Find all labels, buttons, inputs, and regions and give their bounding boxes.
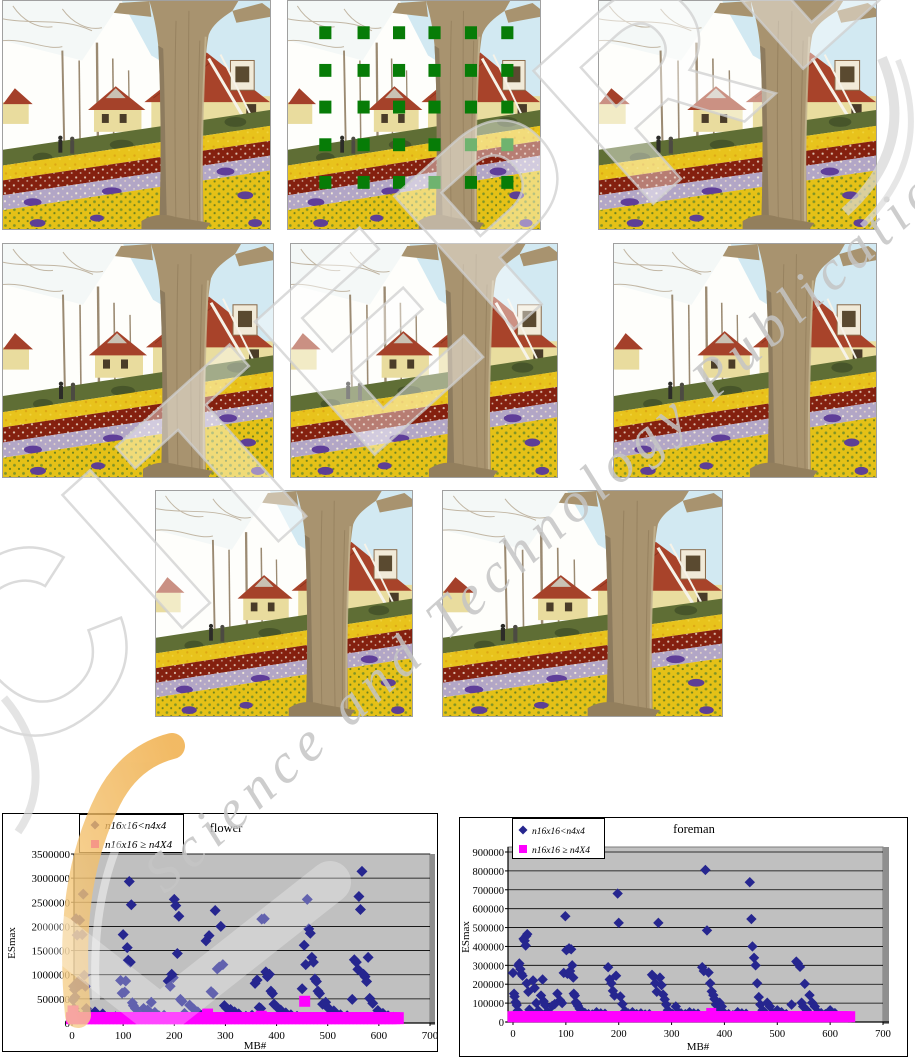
svg-text:400: 400 [717, 1029, 733, 1040]
svg-text:0: 0 [510, 1029, 515, 1040]
svg-text:700: 700 [875, 1029, 891, 1040]
x-axis-title: MB# [687, 1041, 710, 1053]
svg-text:500: 500 [769, 1029, 785, 1040]
svg-text:700000: 700000 [473, 886, 505, 897]
legend: n16x16<n4x4 n16x16 ≥ n4X4 [79, 814, 184, 853]
chart-flower: 0 500000 1000000 1500000 2000000 2500000 30000… [2, 813, 438, 1052]
video-frame-5 [290, 243, 558, 478]
svg-text:0: 0 [499, 1018, 504, 1029]
svg-text:200: 200 [611, 1029, 627, 1040]
video-frame-2-with-grid [287, 0, 541, 230]
svg-text:500000: 500000 [473, 924, 505, 935]
svg-text:800000: 800000 [473, 867, 505, 878]
grid-square [501, 63, 514, 77]
grid-square [357, 63, 370, 77]
chart-foreman-canvas: 0 100000 200000 300000 400000 500000 600000 700… [459, 817, 908, 1057]
grid-square [428, 100, 441, 114]
svg-text:2000000: 2000000 [32, 921, 71, 933]
grid-square [501, 175, 514, 189]
grid-square [357, 26, 370, 40]
svg-text:700: 700 [422, 1030, 438, 1042]
legend: n16x16<n4x4 n16x16 ≥ n4X4 [512, 818, 605, 859]
video-frame-4 [2, 243, 274, 478]
svg-text:2500000: 2500000 [32, 897, 71, 909]
grid-square [428, 63, 441, 77]
svg-text:100000: 100000 [473, 999, 505, 1010]
svg-text:3500000: 3500000 [32, 849, 71, 861]
green-sample-grid [319, 26, 514, 189]
grid-square [501, 100, 514, 114]
svg-text:600: 600 [371, 1030, 388, 1042]
grid-square [393, 138, 406, 152]
video-frame-8 [442, 490, 723, 717]
video-frame-6 [613, 243, 877, 478]
svg-text:200: 200 [166, 1030, 183, 1042]
svg-text:900000: 900000 [473, 848, 505, 859]
chart-title: flower [210, 821, 243, 835]
chart-title: foreman [673, 822, 715, 836]
x-axis-title: MB# [244, 1040, 267, 1052]
chart-flower-canvas: 0 500000 1000000 1500000 2000000 2500000 30000… [2, 813, 438, 1052]
grid-square [428, 175, 441, 189]
svg-text:3000000: 3000000 [32, 873, 71, 885]
grid-square [393, 63, 406, 77]
grid-square [428, 138, 441, 152]
grid-square [357, 100, 370, 114]
svg-text:0: 0 [69, 1030, 75, 1042]
svg-text:300: 300 [217, 1030, 234, 1042]
video-frame-7 [155, 490, 413, 717]
svg-text:400: 400 [268, 1030, 285, 1042]
y-axis-title: ESmax [460, 921, 472, 953]
grid-square [393, 175, 406, 189]
y-axis-title: ESmax [6, 927, 18, 959]
grid-square [464, 100, 477, 114]
plot-shadow [430, 854, 435, 1025]
grid-square [319, 175, 332, 189]
y-tick-labels: 0 100000 200000 300000 400000 500000 600000 700… [473, 848, 508, 1029]
video-frame-1 [2, 0, 271, 230]
svg-text:100: 100 [558, 1029, 574, 1040]
svg-text:300000: 300000 [473, 961, 505, 972]
grid-square [428, 26, 441, 40]
svg-text:1000000: 1000000 [32, 970, 71, 982]
grid-square [319, 100, 332, 114]
svg-text:600000: 600000 [473, 905, 505, 916]
svg-text:500: 500 [319, 1030, 336, 1042]
grid-square [393, 26, 406, 40]
svg-text:200000: 200000 [473, 980, 505, 991]
legend-label: n16x16<n4x4 [105, 820, 167, 832]
svg-text:100: 100 [115, 1030, 132, 1042]
svg-text:300: 300 [664, 1029, 680, 1040]
svg-text:500000: 500000 [37, 994, 71, 1006]
x-tick-labels: 0 100 200 300 400 500 600 700 [69, 1023, 438, 1042]
svg-text:400000: 400000 [473, 942, 505, 953]
svg-text:600: 600 [822, 1029, 838, 1040]
legend-label: n16x16 ≥ n4X4 [105, 839, 173, 851]
grid-square [501, 138, 514, 152]
grid-square [319, 138, 332, 152]
grid-square [357, 175, 370, 189]
legend-label: n16x16 ≥ n4X4 [532, 846, 590, 856]
grid-square [464, 63, 477, 77]
grid-square [501, 26, 514, 40]
grid-square [393, 100, 406, 114]
grid-square [319, 63, 332, 77]
grid-square [319, 26, 332, 40]
series-magenta-squares [507, 1007, 856, 1023]
video-frame-3 [598, 0, 877, 230]
chart-foreman: 0 100000 200000 300000 400000 500000 600000 700… [459, 817, 908, 1057]
y-tick-labels: 0500000100000015000002000000250000030000… [32, 849, 74, 1030]
plot-shadow [883, 847, 889, 1024]
plot-area [507, 846, 884, 1023]
legend-label: n16x16<n4x4 [532, 827, 585, 837]
grid-square [357, 138, 370, 152]
grid-square [464, 175, 477, 189]
grid-square [464, 138, 477, 152]
svg-text:1500000: 1500000 [32, 946, 71, 958]
grid-square [464, 26, 477, 40]
x-tick-labels: 0 100 200 300 400 500 600 700 [510, 1022, 891, 1040]
